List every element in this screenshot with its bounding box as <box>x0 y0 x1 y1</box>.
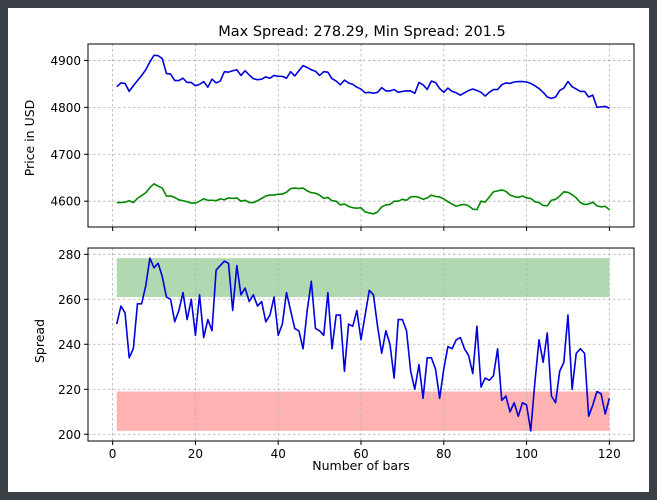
y-tick-label: 4900 <box>50 54 81 68</box>
x-axis-label: Number of bars <box>312 458 409 473</box>
price-panel: Max Spread: 278.29, Min Spread: 201.5 Pr… <box>22 24 635 231</box>
x-tick-label: 0 <box>109 447 117 461</box>
y-tick-label: 200 <box>58 428 81 442</box>
y-tick-label: 220 <box>58 383 81 397</box>
series-line-0 <box>115 257 611 432</box>
upper-threshold-band <box>116 258 610 298</box>
x-tick-label: 80 <box>436 447 451 461</box>
series-line-0 <box>116 54 610 110</box>
chart-svg: Max Spread: 278.29, Min Spread: 201.5 Pr… <box>22 24 635 473</box>
x-tick-label: 100 <box>515 447 538 461</box>
x-tick-label: 20 <box>188 447 203 461</box>
chart-title: Max Spread: 278.29, Min Spread: 201.5 <box>218 24 506 40</box>
lower-threshold-band <box>116 391 610 431</box>
price-y-axis-label: Price in USD <box>22 100 37 177</box>
x-tick-label: 40 <box>271 447 286 461</box>
y-tick-label: 4600 <box>50 195 81 209</box>
spread-y-axis-label: Spread <box>32 319 47 363</box>
y-tick-label: 4800 <box>50 101 81 115</box>
series-line-1 <box>116 183 610 215</box>
x-tick-label: 120 <box>598 447 621 461</box>
spread-panel: Spread Number of bars 200 220 240 260 280 0 20… <box>32 247 635 473</box>
y-tick-label: 280 <box>58 248 81 262</box>
chart-figure: Max Spread: 278.29, Min Spread: 201.5 Pr… <box>8 8 649 492</box>
x-tick-label: 60 <box>353 447 368 461</box>
y-tick-label: 240 <box>58 338 81 352</box>
y-tick-label: 4700 <box>50 148 81 162</box>
y-tick-label: 260 <box>58 293 81 307</box>
